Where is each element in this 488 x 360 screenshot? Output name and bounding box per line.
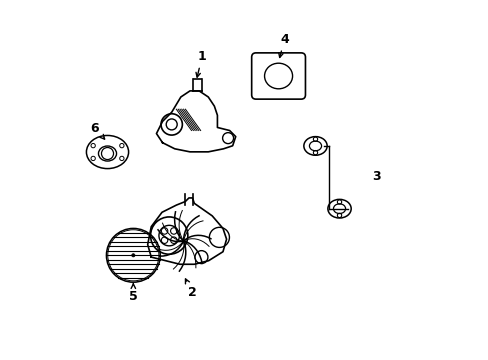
Text: 3: 3 xyxy=(371,170,380,183)
Text: 2: 2 xyxy=(185,279,197,300)
Text: 5: 5 xyxy=(129,284,138,303)
Text: 6: 6 xyxy=(90,122,104,139)
Text: 4: 4 xyxy=(278,32,288,58)
Circle shape xyxy=(131,254,135,257)
Text: 1: 1 xyxy=(196,50,206,77)
